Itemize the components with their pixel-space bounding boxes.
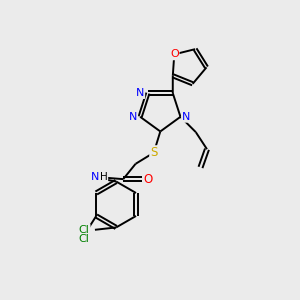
Text: N: N bbox=[129, 112, 137, 122]
Text: O: O bbox=[170, 49, 179, 59]
Text: N: N bbox=[136, 88, 144, 98]
Text: Cl: Cl bbox=[79, 225, 90, 235]
Text: O: O bbox=[143, 172, 152, 186]
Text: Cl: Cl bbox=[78, 234, 89, 244]
Text: N: N bbox=[182, 112, 190, 122]
Text: H: H bbox=[100, 172, 107, 182]
Text: N: N bbox=[91, 172, 100, 182]
Text: S: S bbox=[150, 146, 158, 159]
